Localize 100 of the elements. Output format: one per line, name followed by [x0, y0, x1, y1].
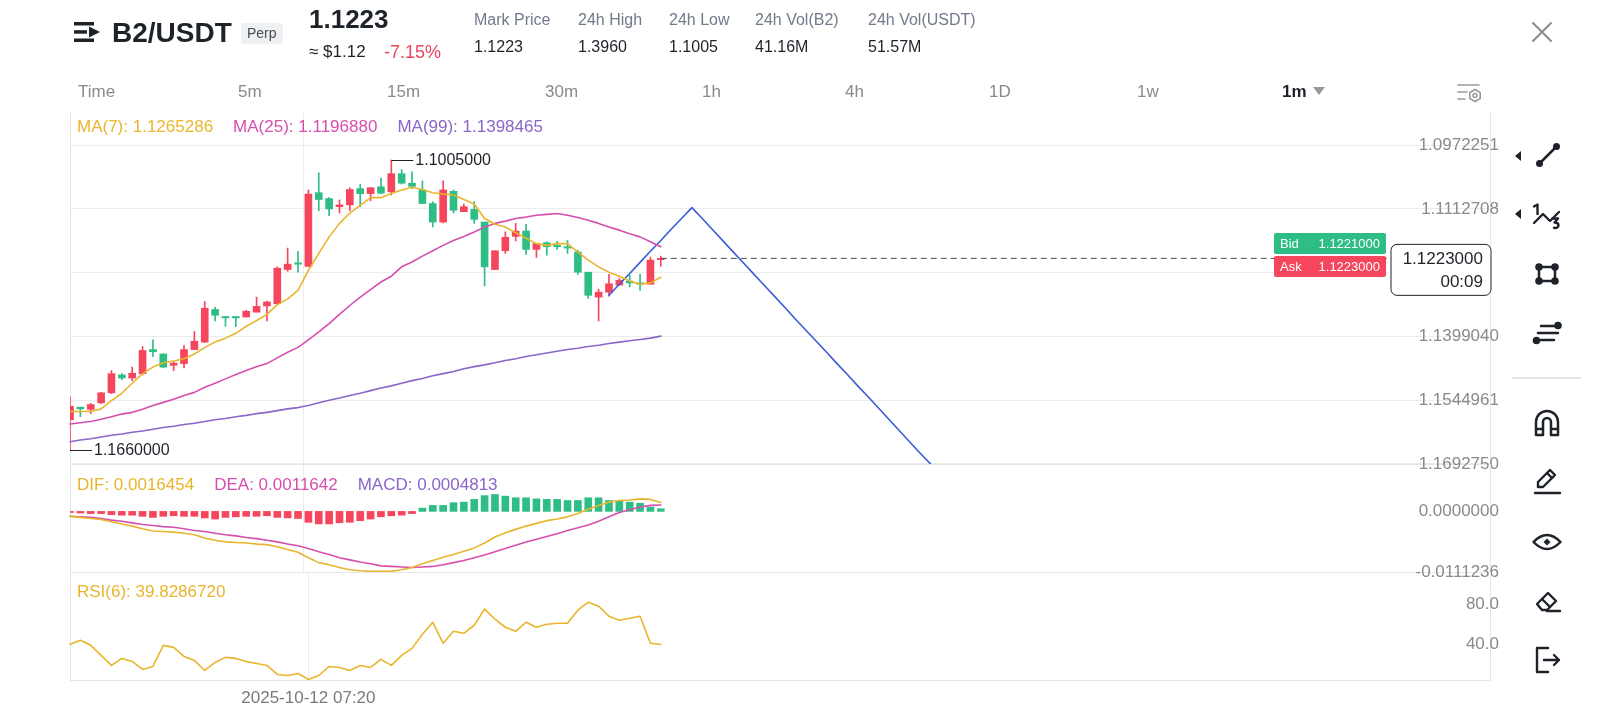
text: 1.3960 — [578, 36, 627, 56]
bar — [387, 511, 396, 517]
bar — [408, 511, 416, 514]
y-tick-label: 1.1692750 — [1418, 453, 1499, 473]
bar — [314, 511, 323, 525]
y-tick-label: 0.0000000 — [1418, 501, 1499, 521]
text: 24h Low — [669, 10, 730, 29]
y-tick-label: 1.1112708 — [1421, 198, 1499, 218]
bar — [304, 511, 313, 523]
bar — [159, 511, 168, 517]
bar — [428, 505, 437, 512]
bar — [138, 511, 147, 517]
bar — [574, 500, 582, 512]
bar — [273, 511, 282, 518]
candlestick — [149, 339, 157, 357]
candlestick — [294, 250, 302, 273]
y-tick-label: 1.0972251 — [1418, 134, 1499, 154]
text: 51.57M — [868, 36, 922, 56]
bar — [294, 511, 302, 519]
bar — [190, 511, 199, 517]
bar — [646, 506, 655, 512]
text: MA(7): 1.1265286 — [77, 116, 214, 138]
text: 15m — [387, 82, 421, 102]
bar — [542, 499, 551, 512]
text: ≈ $1.12 — [309, 42, 366, 62]
candlestick — [314, 172, 323, 212]
text: MA(25): 1.1196880 — [233, 116, 378, 138]
bar — [346, 511, 354, 523]
bar — [480, 495, 489, 512]
bar — [460, 501, 468, 512]
text: RSI(6): 39.8286720 — [77, 581, 226, 603]
bar — [97, 511, 105, 514]
chart-title: B2/USDT — [112, 16, 232, 50]
x-tick-label: 2025-10-12 07:20 — [241, 687, 376, 707]
text: 1m — [1282, 82, 1307, 102]
text: DEA: 0.0011642 — [214, 474, 338, 496]
bar — [439, 505, 447, 512]
bar — [470, 499, 479, 512]
bar — [263, 511, 271, 517]
bar — [200, 511, 209, 519]
text: 24h Vol(B2) — [755, 10, 839, 29]
text: Time — [78, 82, 116, 102]
ref-line-label: 1.1223000 — [1402, 249, 1483, 269]
y-tick-label: 1.1399040 — [1418, 326, 1499, 346]
bar — [532, 498, 541, 512]
candlestick — [232, 316, 240, 328]
text: Mark Price — [474, 10, 551, 29]
bar — [221, 511, 230, 518]
text: MA(99): 1.1398465 — [397, 116, 543, 138]
bar — [86, 511, 95, 514]
bar — [563, 500, 572, 512]
text: 1h — [702, 82, 721, 102]
bar — [501, 495, 510, 512]
annotation: Ask 1.1223000 — [1274, 256, 1386, 277]
y-tick-label: -0.0111236 — [1415, 561, 1499, 581]
bar — [397, 511, 406, 516]
bar — [522, 497, 530, 512]
bar — [118, 511, 126, 516]
bar — [180, 511, 188, 517]
bar — [656, 508, 665, 512]
text: 1D — [989, 82, 1011, 102]
series-label: DIF: 0.0016454 — [77, 474, 195, 496]
bar — [252, 511, 261, 517]
text: Perp — [241, 22, 283, 44]
text: 1w — [1137, 82, 1159, 102]
annotation: Bid 1.1221000 — [1274, 233, 1386, 254]
text: 1.1223 — [474, 36, 523, 56]
text: 1.1005 — [669, 36, 718, 56]
y-tick-label: 80.0 — [1465, 593, 1499, 613]
text: 24h Vol(USDT) — [868, 10, 976, 29]
text: 5m — [238, 82, 262, 102]
bar — [107, 511, 116, 515]
bar — [128, 511, 137, 516]
text: 4h — [845, 82, 864, 102]
text: -7.15% — [384, 41, 442, 63]
bar — [491, 494, 499, 512]
annotation: 1.1660000 — [94, 440, 170, 458]
bar — [325, 511, 333, 525]
text: 1.1223 — [309, 3, 389, 35]
bar — [335, 511, 344, 524]
annotation: 1.1005000 — [415, 150, 492, 168]
text: 24h High — [578, 10, 643, 29]
bar — [511, 497, 520, 512]
bar — [553, 499, 561, 512]
bar — [356, 511, 365, 521]
bar — [232, 511, 240, 518]
text: 30m — [545, 82, 579, 102]
y-tick-label: 1.1544961 — [1418, 389, 1499, 409]
bar — [169, 511, 178, 517]
bar — [449, 502, 458, 512]
bar — [377, 511, 385, 518]
text: 41.16M — [755, 36, 809, 56]
bar — [149, 511, 157, 518]
bar — [211, 511, 219, 520]
bar — [418, 507, 427, 512]
bar — [242, 511, 251, 517]
y-tick-label: 40.0 — [1465, 634, 1499, 654]
series-label: MACD: 0.0004813 — [357, 474, 498, 496]
annotation: 00:09 — [1440, 271, 1483, 292]
candlestick — [408, 171, 416, 189]
